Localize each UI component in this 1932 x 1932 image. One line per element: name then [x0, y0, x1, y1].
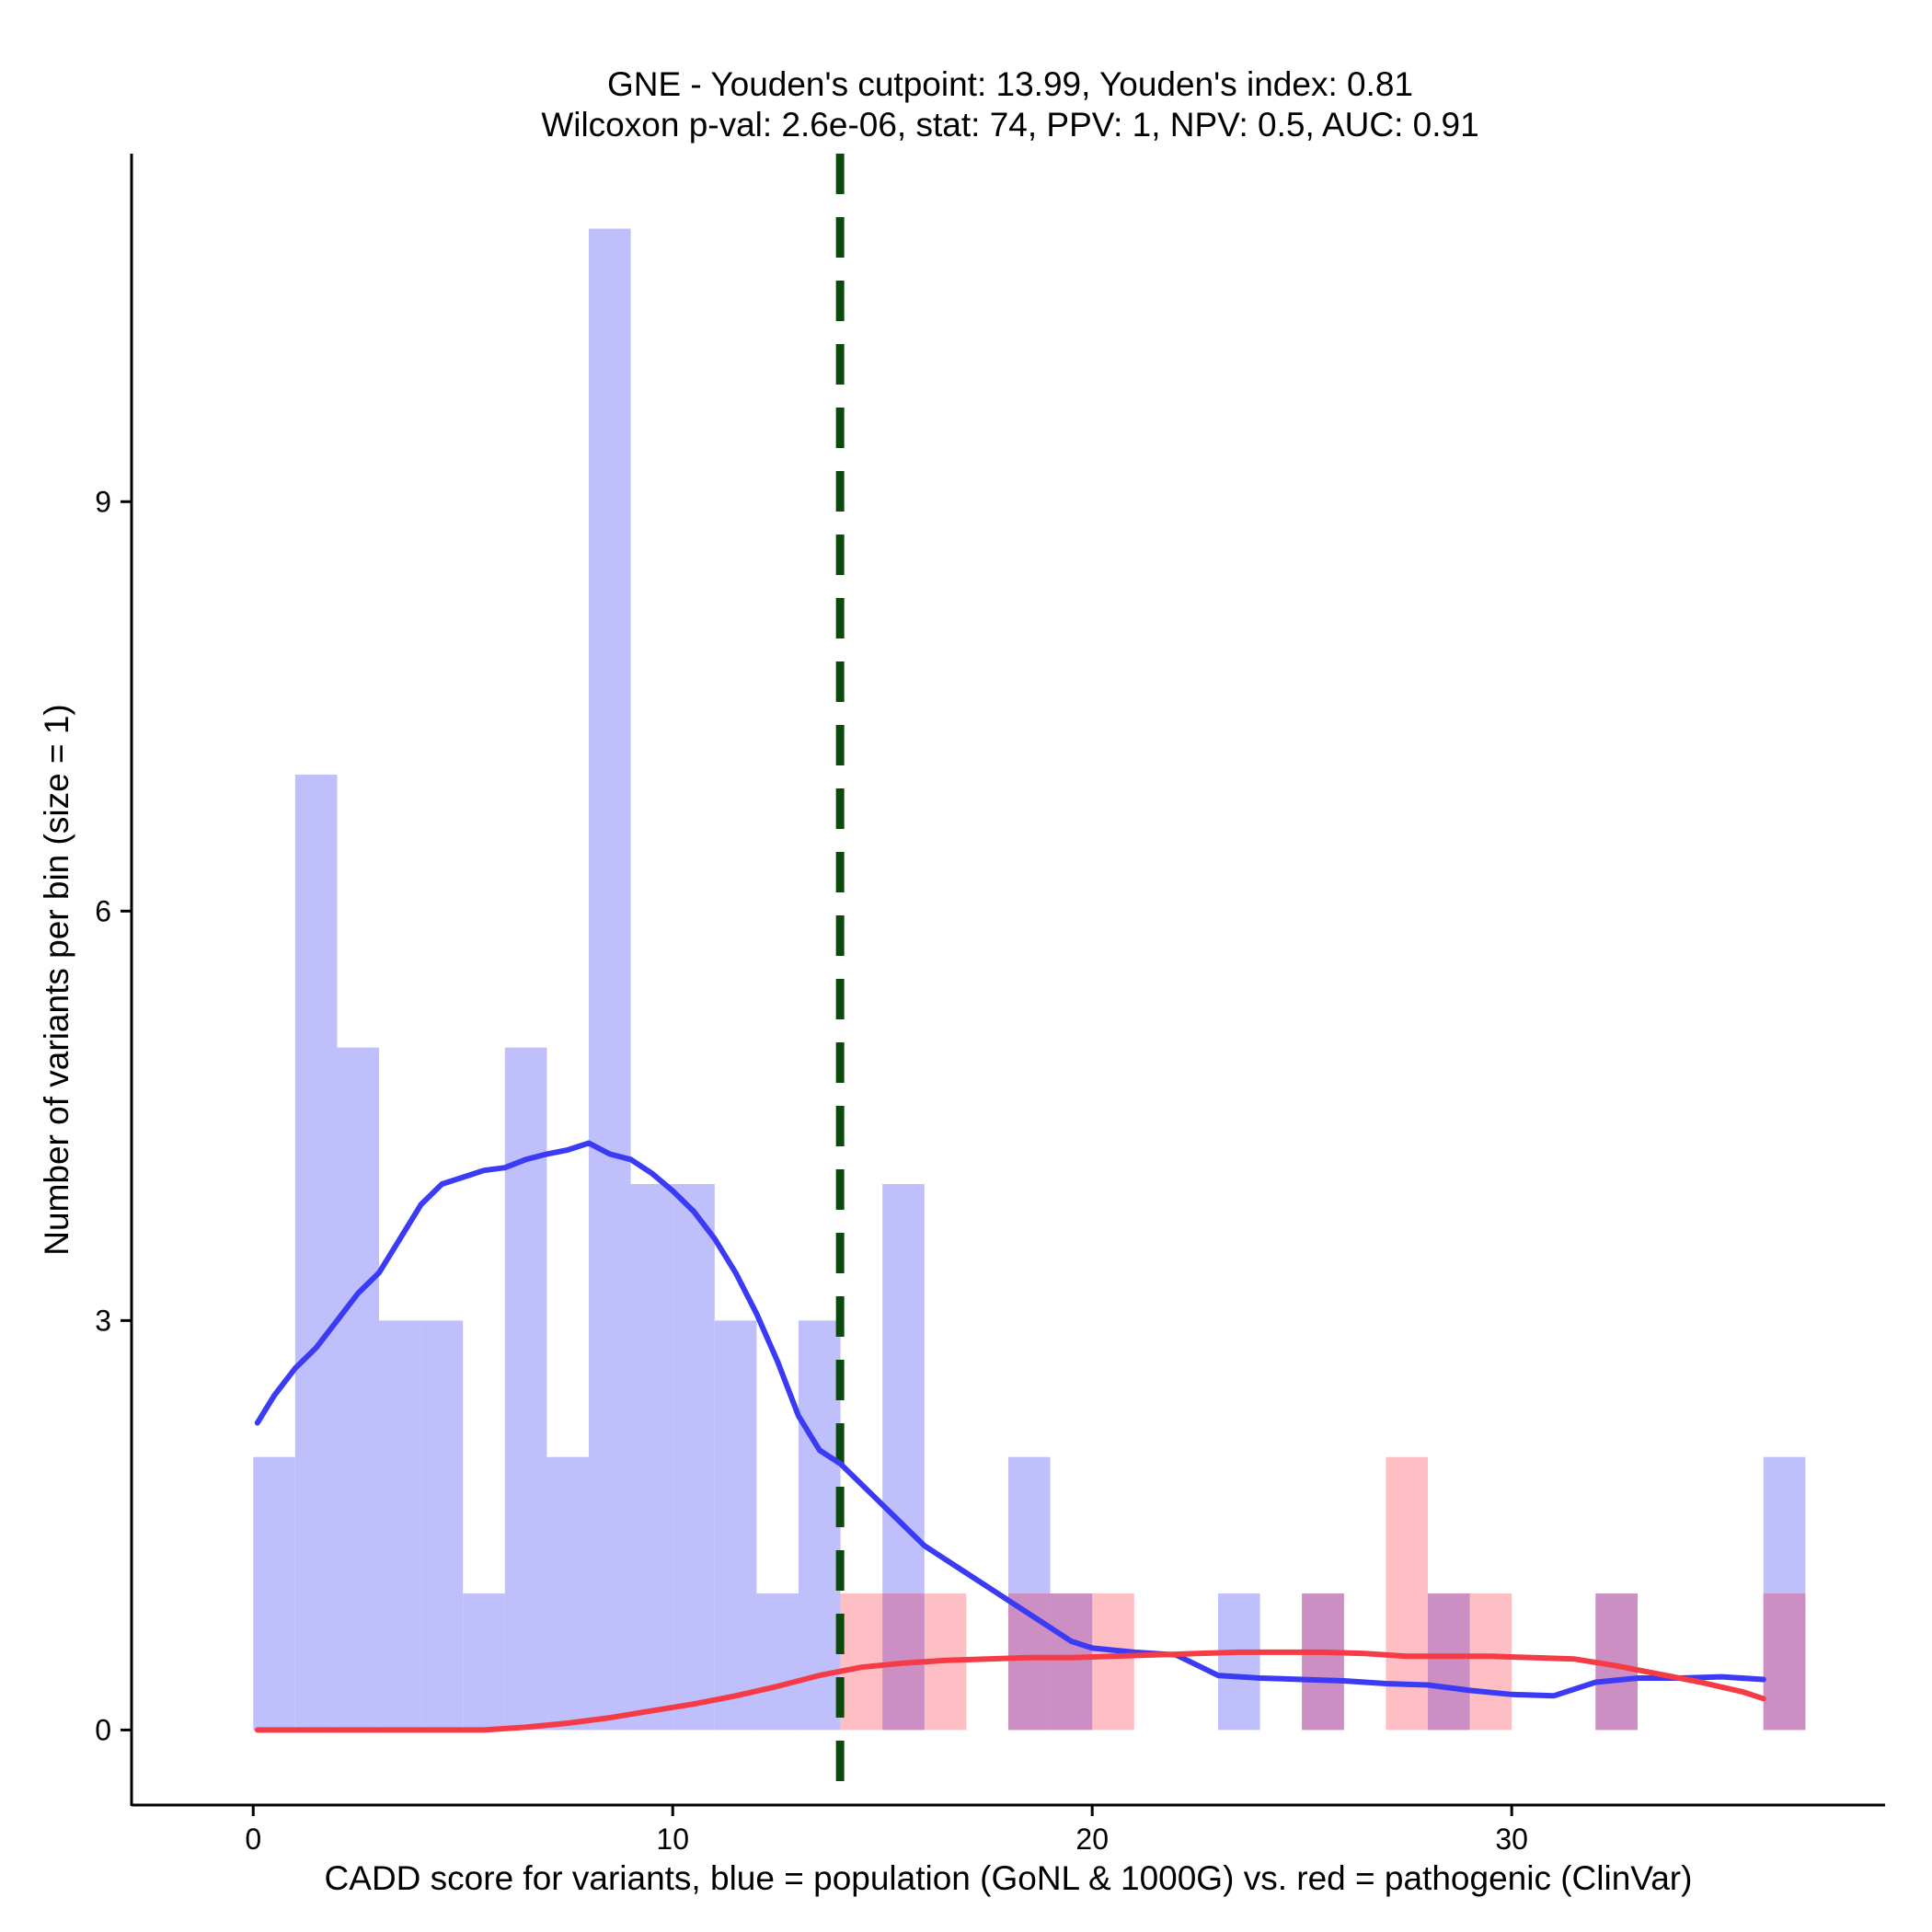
y-tick-label-0: 0	[95, 1713, 111, 1746]
population-bar-8	[589, 228, 631, 1731]
y-tick-label-3: 3	[95, 1304, 111, 1337]
pathogenic-bar-29	[1469, 1593, 1512, 1731]
axes	[130, 154, 1885, 1807]
population-bar-3	[379, 1320, 421, 1731]
overlap-bars	[882, 1593, 1806, 1731]
population-bar-23	[1217, 1593, 1260, 1731]
population-bar-11	[714, 1320, 757, 1731]
y-axis-ticks: 0 3 6 9	[95, 485, 132, 1746]
x-tick-label-30: 30	[1495, 1823, 1528, 1856]
pathogenic-density-curve	[254, 1649, 1766, 1733]
population-bar-13	[799, 1320, 841, 1731]
x-axis-ticks: 0 10 20 30	[245, 1805, 1528, 1856]
population-bar-5	[463, 1593, 505, 1731]
population-bar-10	[673, 1184, 715, 1731]
x-tick-label-20: 20	[1075, 1823, 1109, 1856]
overlap-bar-36	[1763, 1593, 1806, 1731]
population-bar-2	[337, 1047, 380, 1731]
pathogenic-bar-14	[840, 1593, 883, 1731]
y-axis-title: Number of variants per bin (size = 1)	[38, 704, 75, 1255]
y-tick-label-6: 6	[95, 894, 111, 927]
chart-title-line1: GNE - Youden's cutpoint: 13.99, Youden's…	[607, 65, 1413, 103]
pathogenic-bar-20	[1092, 1593, 1134, 1731]
x-tick-label-0: 0	[245, 1823, 261, 1856]
overlap-bar-28	[1427, 1593, 1470, 1731]
y-tick-label-9: 9	[95, 485, 111, 518]
population-bar-12	[756, 1593, 799, 1731]
chart-title: GNE - Youden's cutpoint: 13.99, Youden's…	[541, 65, 1478, 144]
population-bar-9	[630, 1184, 673, 1731]
population-bars	[253, 228, 1806, 1731]
population-density-curve	[254, 1140, 1766, 1699]
x-tick-label-10: 10	[656, 1823, 689, 1856]
population-bar-7	[546, 1456, 590, 1731]
pathogenic-bar-27	[1386, 1456, 1428, 1731]
chart-title-line2: Wilcoxon p-val: 2.6e-06, stat: 74, PPV: …	[541, 106, 1478, 144]
population-bar-6	[504, 1047, 547, 1731]
population-bar-0	[253, 1456, 295, 1731]
population-bar-4	[420, 1320, 464, 1731]
x-axis-title: CADD score for variants, blue = populati…	[325, 1859, 1693, 1897]
density-curves	[254, 1140, 1766, 1733]
population-bar-1	[294, 774, 338, 1731]
overlap-bar-25	[1302, 1593, 1344, 1731]
overlap-bar-19	[1050, 1593, 1093, 1731]
